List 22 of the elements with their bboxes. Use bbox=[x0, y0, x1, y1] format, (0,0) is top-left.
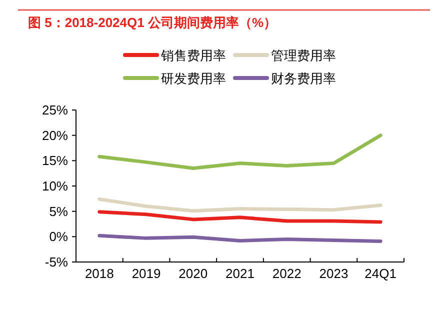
line-series bbox=[98, 134, 382, 170]
x-tick-label: 2019 bbox=[132, 266, 161, 281]
x-tick-label: 24Q1 bbox=[364, 266, 396, 281]
legend-label: 研发费用率 bbox=[161, 71, 226, 86]
x-tick-label: 2020 bbox=[178, 266, 208, 281]
y-tick-label: -5% bbox=[44, 254, 68, 270]
y-tick-label: 0% bbox=[49, 229, 68, 244]
line-series bbox=[98, 210, 382, 224]
x-tick-label: 2021 bbox=[226, 266, 254, 281]
y-tick-label: 25% bbox=[42, 102, 68, 118]
x-tick-label: 2023 bbox=[319, 266, 348, 281]
legend-label: 财务费用率 bbox=[271, 71, 336, 86]
line-series bbox=[98, 197, 382, 213]
y-tick-label: 10% bbox=[42, 178, 68, 194]
x-tick-label: 2018 bbox=[84, 266, 114, 281]
legend-label: 销售费用率 bbox=[160, 48, 226, 63]
chart-title: 图 5：2018-2024Q1 公司期间费用率（%） bbox=[28, 15, 277, 30]
y-tick-label: 5% bbox=[49, 204, 68, 219]
y-tick-label: 15% bbox=[42, 153, 68, 168]
x-tick-label: 2022 bbox=[272, 266, 302, 281]
legend-label: 管理费用率 bbox=[271, 48, 336, 63]
y-tick-label: 20% bbox=[42, 128, 68, 143]
